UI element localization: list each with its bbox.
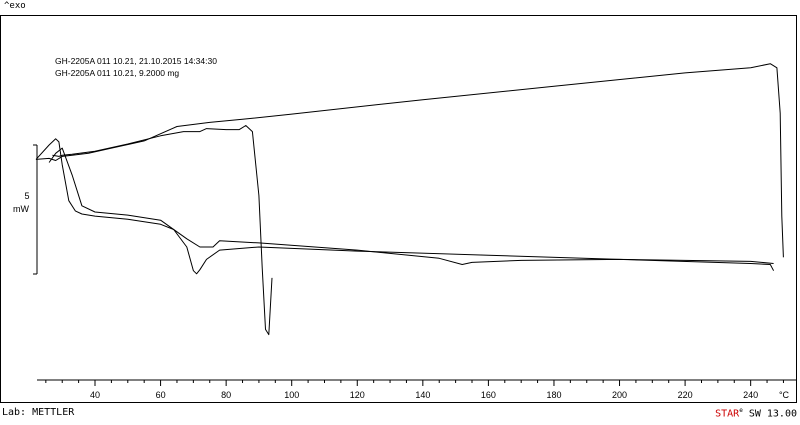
dsc-curve-3 [52,125,273,336]
scale-bar: 5 mW [13,144,38,275]
exo-direction-label: ^exo [4,1,26,11]
lab-label: Lab: METTLER [2,407,75,418]
x-tick-label: 100 [284,390,299,400]
x-tick-label: 80 [221,390,231,400]
scale-bar-unit: mW [13,204,29,214]
x-tick-label: 180 [546,390,561,400]
x-tick-label: 60 [156,390,166,400]
x-tick-label: 160 [481,390,496,400]
x-tick-label: 200 [612,390,627,400]
plot-frame [0,15,797,403]
x-tick-label: 120 [350,390,365,400]
software-version: SW 13.00 [742,408,797,420]
software-reg-mark: e [739,407,743,414]
dsc-curve-1 [35,63,784,258]
x-axis-unit: °C [779,390,790,400]
dsc-curve-4 [48,147,774,265]
software-label: STARe SW 13.00 [715,407,797,419]
x-tick-label: 220 [678,390,693,400]
x-tick-label: 240 [743,390,758,400]
software-brand: STAR [715,408,740,420]
annotation-line-2: GH-2205A 011 10.21, 9.2000 mg [55,68,179,78]
dsc-curve-2 [35,138,775,275]
scale-bar-value: 5 [24,191,29,201]
annotation-line-1: GH-2205A 011 10.21, 21.10.2015 14:34:30 [55,56,217,66]
x-tick-label: 40 [90,390,100,400]
x-tick-label: 140 [415,390,430,400]
